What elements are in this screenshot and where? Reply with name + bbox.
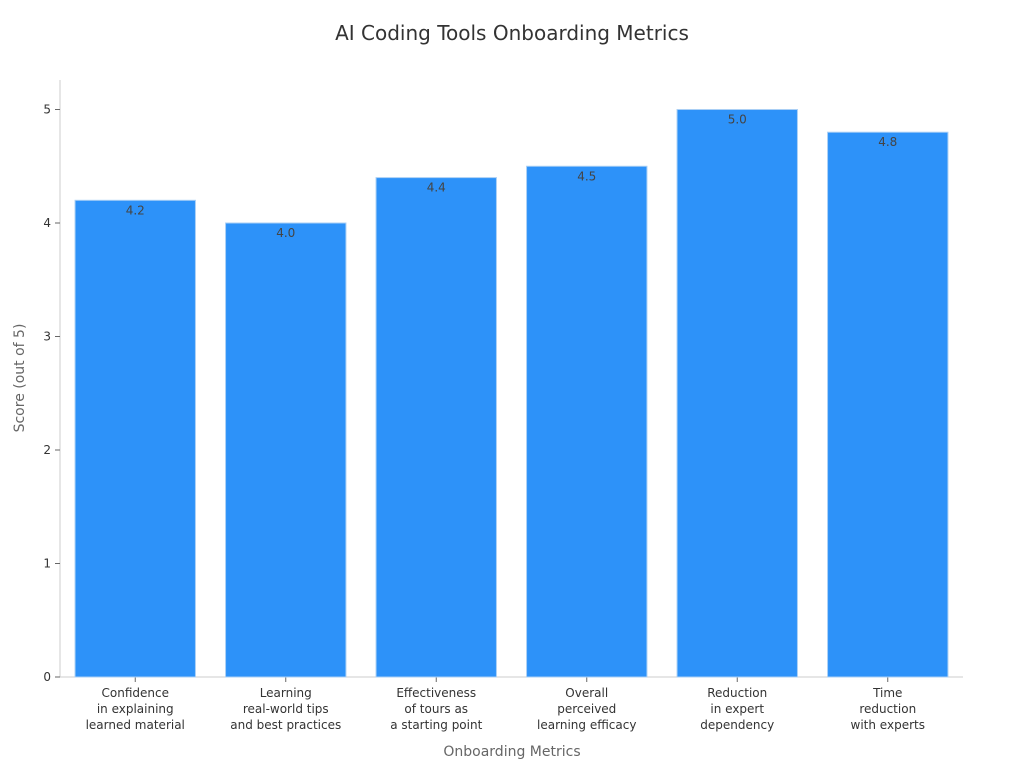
x-tick-label: Learning real-world tips and best practice… <box>230 686 341 732</box>
y-tick-label: 2 <box>43 443 51 457</box>
bar-value-label: 5.0 <box>728 113 747 127</box>
axes: 0 1 2 3 4 5 <box>43 80 963 684</box>
y-tick-label: 3 <box>43 330 51 344</box>
x-tick-label: Reduction in expert dependency <box>700 686 774 732</box>
x-axis-title: Onboarding Metrics <box>443 744 580 760</box>
bar <box>827 131 949 678</box>
y-tick-label: 4 <box>43 216 51 230</box>
bars <box>74 109 949 678</box>
y-axis-title: Score (out of 5) <box>12 324 28 433</box>
bar-value-label: 4.5 <box>577 169 596 183</box>
chart-title: AI Coding Tools Onboarding Metrics <box>335 21 689 45</box>
x-tick-label: Confidence in explaining learned material <box>86 686 185 732</box>
bar-value-label: 4.0 <box>276 226 295 240</box>
bar <box>375 177 497 678</box>
x-tick-label: Time reduction with experts <box>851 686 925 732</box>
bar-value-label: 4.2 <box>126 203 145 217</box>
bar <box>225 222 347 678</box>
bar-value-label: 4.8 <box>878 135 897 149</box>
bar <box>74 199 196 678</box>
x-tick-label: Overall perceived learning efficacy <box>537 686 636 732</box>
bar <box>526 165 648 678</box>
bar <box>676 109 798 678</box>
y-tick-label: 0 <box>43 670 51 684</box>
x-tick-label: Effectiveness of tours as a starting point <box>390 686 482 732</box>
y-tick-label: 5 <box>43 103 51 117</box>
y-tick-label: 1 <box>43 557 51 571</box>
labels: 4.2 Confidence in explaining learned materi… <box>86 113 925 732</box>
bar-value-label: 4.4 <box>427 181 446 195</box>
